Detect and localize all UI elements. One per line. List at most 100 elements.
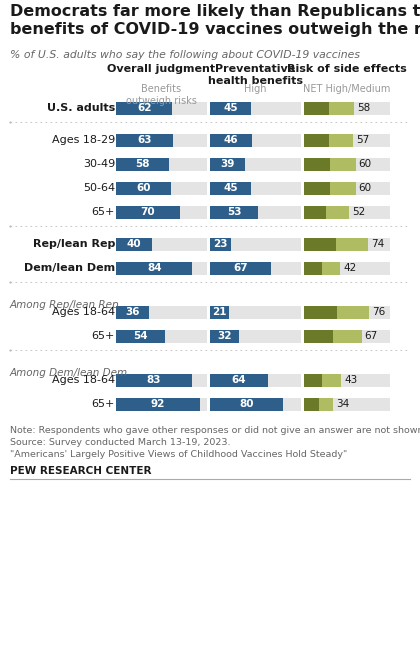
Text: 52: 52 xyxy=(352,207,365,217)
Text: 92: 92 xyxy=(151,399,165,409)
Text: 65+: 65+ xyxy=(92,207,115,217)
Bar xyxy=(116,134,173,147)
Bar xyxy=(210,206,258,219)
Text: 34: 34 xyxy=(336,399,349,409)
Bar xyxy=(304,262,322,275)
Bar xyxy=(328,134,353,147)
Bar xyxy=(326,206,349,219)
Text: 58: 58 xyxy=(357,103,370,113)
Bar xyxy=(336,238,368,251)
Text: 84: 84 xyxy=(147,263,162,273)
Bar xyxy=(304,101,329,114)
Bar xyxy=(304,306,390,319)
Text: Preventative
health benefits: Preventative health benefits xyxy=(208,64,303,86)
Bar xyxy=(116,397,207,411)
Text: 36: 36 xyxy=(125,307,139,317)
Bar xyxy=(304,374,323,387)
Text: U.S. adults: U.S. adults xyxy=(47,103,115,113)
Text: 62: 62 xyxy=(137,103,152,113)
Bar xyxy=(210,134,301,147)
Bar xyxy=(304,158,330,171)
Text: Democrats far more likely than Republicans to say
benefits of COVID-19 vaccines : Democrats far more likely than Republica… xyxy=(10,4,420,37)
Bar xyxy=(116,182,207,195)
Bar xyxy=(210,397,283,411)
Bar xyxy=(323,374,341,387)
Bar xyxy=(304,134,328,147)
Bar xyxy=(304,134,390,147)
Text: Ages 18-64: Ages 18-64 xyxy=(52,307,115,317)
Bar xyxy=(210,306,229,319)
Bar xyxy=(116,306,207,319)
Bar xyxy=(304,238,390,251)
Bar xyxy=(304,397,390,411)
Bar xyxy=(304,206,326,219)
Text: 58: 58 xyxy=(135,159,150,169)
Text: 46: 46 xyxy=(223,135,238,145)
Text: 39: 39 xyxy=(220,159,235,169)
Text: 65+: 65+ xyxy=(92,399,115,409)
Bar xyxy=(304,101,390,114)
Bar xyxy=(210,134,252,147)
Text: 60: 60 xyxy=(359,183,372,193)
Bar xyxy=(116,330,165,343)
Bar xyxy=(116,206,180,219)
Bar xyxy=(304,182,390,195)
Text: 74: 74 xyxy=(370,239,384,249)
Text: Among Dem/lean Dem: Among Dem/lean Dem xyxy=(10,368,128,378)
Bar xyxy=(116,262,207,275)
Text: 54: 54 xyxy=(133,331,148,341)
Text: 64: 64 xyxy=(232,375,247,385)
Text: 40: 40 xyxy=(127,239,142,249)
Bar xyxy=(304,262,390,275)
Bar xyxy=(304,330,390,343)
Bar xyxy=(210,101,251,114)
Bar xyxy=(116,262,192,275)
Text: 60: 60 xyxy=(359,159,372,169)
Text: 83: 83 xyxy=(147,375,161,385)
Bar xyxy=(333,330,362,343)
Text: 60: 60 xyxy=(136,183,150,193)
Bar xyxy=(210,262,271,275)
Text: 43: 43 xyxy=(344,375,357,385)
Text: NET High/Medium: NET High/Medium xyxy=(303,84,391,94)
Bar xyxy=(116,238,152,251)
Text: % of U.S. adults who say the following about COVID-19 vaccines: % of U.S. adults who say the following a… xyxy=(10,50,360,60)
Bar xyxy=(210,262,301,275)
Bar xyxy=(116,374,207,387)
Text: 50-64: 50-64 xyxy=(83,183,115,193)
Text: Dem/lean Dem: Dem/lean Dem xyxy=(24,263,115,273)
Text: PEW RESEARCH CENTER: PEW RESEARCH CENTER xyxy=(10,466,152,476)
Text: Note: Respondents who gave other responses or did not give an answer are not sho: Note: Respondents who gave other respons… xyxy=(10,426,420,459)
Bar xyxy=(210,397,301,411)
Text: Overall judgment: Overall judgment xyxy=(108,64,215,74)
Text: 70: 70 xyxy=(141,207,155,217)
Bar xyxy=(210,330,239,343)
Text: 80: 80 xyxy=(239,399,254,409)
Bar xyxy=(322,262,340,275)
Bar xyxy=(304,306,337,319)
Bar xyxy=(116,134,207,147)
Text: 76: 76 xyxy=(373,307,386,317)
Bar xyxy=(116,330,207,343)
Bar xyxy=(210,182,301,195)
Bar xyxy=(330,158,356,171)
Bar xyxy=(210,158,301,171)
Text: Ages 18-64: Ages 18-64 xyxy=(52,375,115,385)
Text: 45: 45 xyxy=(223,103,238,113)
Text: Among Rep/lean Rep: Among Rep/lean Rep xyxy=(10,300,120,310)
Bar xyxy=(330,182,356,195)
Bar xyxy=(210,238,301,251)
Text: 67: 67 xyxy=(365,331,378,341)
Text: 57: 57 xyxy=(356,135,369,145)
Text: 45: 45 xyxy=(223,183,238,193)
Bar xyxy=(304,374,390,387)
Text: 21: 21 xyxy=(212,307,227,317)
Bar xyxy=(116,158,207,171)
Bar xyxy=(304,158,390,171)
Bar xyxy=(210,238,231,251)
Text: 67: 67 xyxy=(233,263,248,273)
Text: 30-49: 30-49 xyxy=(83,159,115,169)
Bar xyxy=(337,306,369,319)
Bar xyxy=(319,397,333,411)
Bar xyxy=(116,158,169,171)
